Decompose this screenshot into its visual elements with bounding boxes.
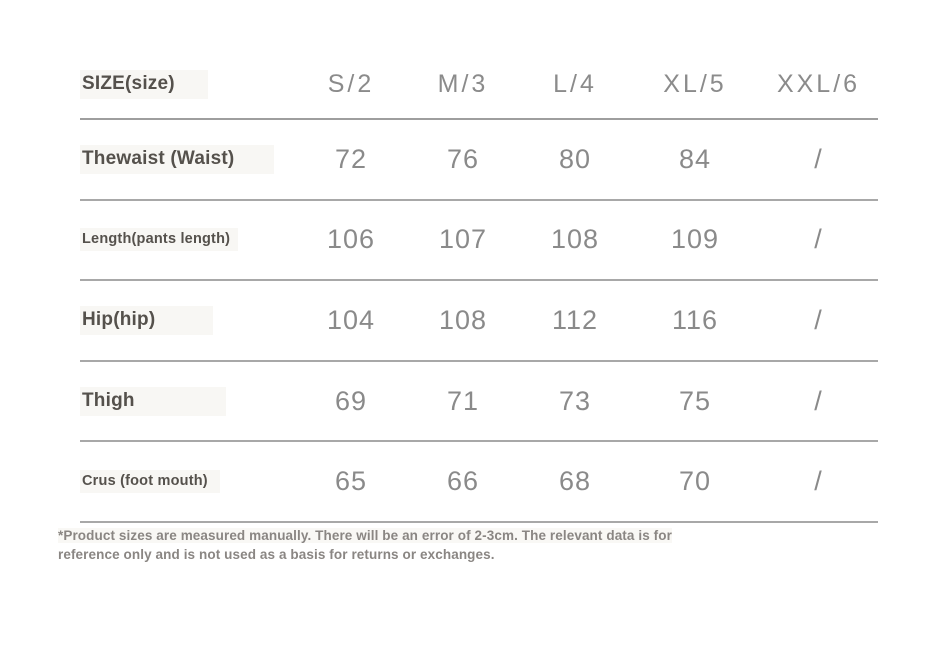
column-header-xl5: XL/5 <box>663 70 727 98</box>
cell-value: / <box>814 304 823 335</box>
cell-value: 70 <box>678 466 712 497</box>
row-label: Thewaist (Waist) <box>80 144 274 174</box>
column-header-xxl6: XXL/6 <box>776 70 861 98</box>
cell-value: 116 <box>671 304 719 335</box>
table-row-crus: Crus (foot mouth) 65 66 68 70 / <box>80 442 878 523</box>
column-header-m3: M/3 <box>437 70 489 98</box>
row-label: Length(pants length) <box>80 228 238 252</box>
row-label-cell: Hip(hip) <box>80 305 295 335</box>
table-row-length: Length(pants length) 106 107 108 109 / <box>80 201 878 282</box>
row-label-cell: Crus (foot mouth) <box>80 470 295 494</box>
cell-value: 69 <box>334 385 368 416</box>
cell-value: 68 <box>558 466 592 497</box>
cell-value: 108 <box>550 224 600 255</box>
cell-value: 107 <box>438 224 488 255</box>
cell-value: / <box>814 466 823 497</box>
cell-value: / <box>814 143 823 174</box>
row-label: Hip(hip) <box>80 305 213 335</box>
row-label: Crus (foot mouth) <box>80 470 220 494</box>
table-row-waist: Thewaist (Waist) 72 76 80 84 / <box>80 120 878 201</box>
row-label: Thigh <box>80 386 226 416</box>
cell-value: 76 <box>446 143 480 174</box>
row-label-cell: Thigh <box>80 386 295 416</box>
cell-value: 104 <box>326 304 376 335</box>
table-row-hip: Hip(hip) 104 108 112 116 / <box>80 281 878 362</box>
cell-value: 72 <box>334 143 368 174</box>
disclaimer-line-1: *Product sizes are measured manually. Th… <box>58 528 672 543</box>
cell-value: 108 <box>438 304 488 335</box>
cell-value: 75 <box>678 385 712 416</box>
cell-value: 71 <box>446 385 480 416</box>
cell-value: / <box>814 224 823 255</box>
column-header-l4: L/4 <box>553 70 597 98</box>
cell-value: 112 <box>551 304 599 335</box>
measurement-disclaimer: *Product sizes are measured manually. Th… <box>58 527 672 564</box>
disclaimer-line-2: reference only and is not used as a basi… <box>58 546 495 562</box>
cell-value: 73 <box>558 385 592 416</box>
cell-value: 109 <box>670 224 720 255</box>
header-label-cell: SIZE(size) <box>80 70 295 99</box>
table-header-row: SIZE(size) S/2 M/3 L/4 XL/5 XXL/6 <box>80 57 878 120</box>
table-row-thigh: Thigh 69 71 73 75 / <box>80 362 878 443</box>
cell-value: 65 <box>334 466 368 497</box>
column-header-s2: S/2 <box>327 70 375 98</box>
size-chart-table: SIZE(size) S/2 M/3 L/4 XL/5 XXL/6 Thewai… <box>80 57 878 523</box>
cell-value: 84 <box>678 143 712 174</box>
cell-value: 80 <box>558 143 592 174</box>
table-title: SIZE(size) <box>80 70 208 99</box>
cell-value: / <box>814 385 823 416</box>
cell-value: 66 <box>446 466 480 497</box>
cell-value: 106 <box>326 224 376 255</box>
row-label-cell: Length(pants length) <box>80 228 295 252</box>
row-label-cell: Thewaist (Waist) <box>80 144 295 174</box>
